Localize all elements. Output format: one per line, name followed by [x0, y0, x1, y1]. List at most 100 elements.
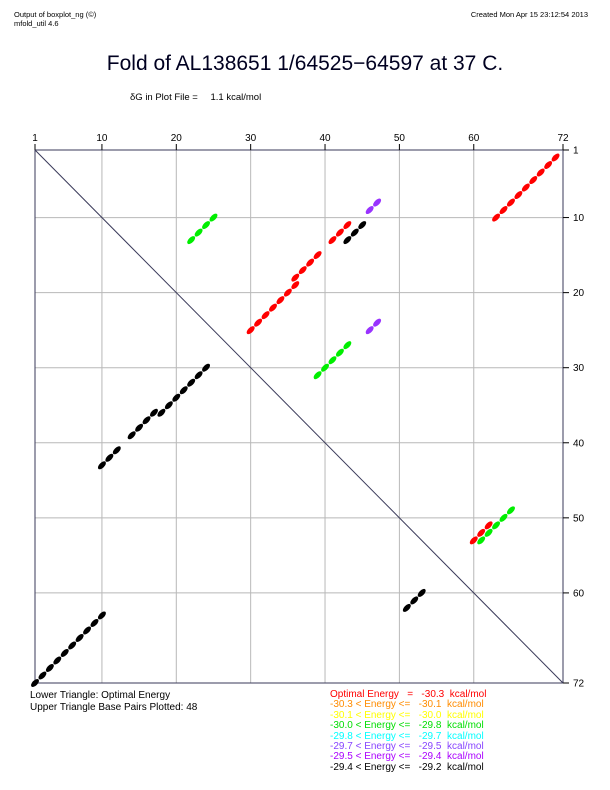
y-tick-label: 1 [573, 146, 579, 157]
base-pair-dot [306, 258, 315, 267]
base-pair-dot [194, 371, 203, 380]
base-pair-dot [365, 326, 374, 335]
base-pair-dot [477, 528, 486, 537]
base-pair-dot [194, 228, 203, 237]
base-pair-dot [127, 431, 136, 440]
base-pair-dot [268, 303, 277, 312]
base-pair-dot [521, 183, 530, 192]
lower-triangle-note: Lower Triangle: Optimal Energy [30, 690, 171, 701]
base-pair-dot [75, 633, 84, 642]
base-pair-dot [343, 221, 352, 230]
delta-g-info: δG in Plot File = 1.1 kcal/mol [130, 92, 271, 103]
diagonal-line [34, 149, 564, 684]
base-pair-dot [172, 393, 181, 402]
base-pair-dot [373, 198, 382, 207]
program-version: mfold_util 4.6 [14, 19, 59, 28]
base-pair-dot [142, 416, 151, 425]
base-pair-dot [157, 408, 166, 417]
base-pair-dot [291, 273, 300, 282]
base-pair-dot [68, 641, 77, 650]
base-pair-dot [45, 664, 54, 672]
base-pair-dot [38, 671, 47, 680]
base-pair-dot [506, 198, 515, 207]
y-tick-label: 72 [573, 679, 585, 690]
base-pair-dot [209, 213, 218, 222]
base-pair-dot [31, 679, 39, 687]
base-pair-dot [506, 506, 515, 515]
base-pair-dot [343, 341, 352, 350]
base-pair-dot [283, 288, 292, 297]
base-pair-dot [321, 363, 330, 372]
base-pair-dot [164, 401, 173, 410]
legend-entry: -30.1 < Energy <= -30.0 kcal/mol [330, 709, 484, 721]
creation-date: Created Mon Apr 15 23:12:54 2013 [470, 10, 588, 19]
legend-entry: Optimal Energy = -30.3 kcal/mol [330, 689, 487, 700]
delta-g-label: δG in Plot File = [130, 92, 198, 103]
base-pair-dot [187, 236, 196, 245]
base-pair-dot [529, 176, 538, 185]
base-pair-dot [499, 513, 508, 522]
base-pair-dot [53, 656, 62, 665]
base-pair-dot [373, 318, 382, 327]
base-pair-dot [335, 348, 344, 357]
legend-entry: -29.8 < Energy <= -29.7 kcal/mol [330, 730, 484, 742]
base-pair-dot [298, 266, 307, 275]
base-pair-dot [276, 296, 285, 305]
base-pair-dot [97, 461, 106, 470]
page-title: Fold of AL138651 1/64525−64597 at 37 C. [106, 52, 504, 75]
x-tick-label: 30 [245, 133, 257, 144]
base-pair-dot [417, 588, 426, 597]
base-pair-dot [246, 326, 255, 335]
base-pair-dot [492, 521, 501, 530]
x-tick-label: 1 [32, 133, 38, 144]
base-pair-dot [328, 356, 337, 365]
y-tick-label: 20 [573, 288, 585, 299]
x-tick-label: 50 [394, 133, 406, 144]
base-pair-dot [254, 318, 263, 327]
base-pair-dot [469, 536, 478, 545]
upper-triangle-note: Upper Triangle Base Pairs Plotted: 48 [30, 702, 198, 713]
x-tick-label: 20 [171, 133, 183, 144]
base-pair-dot [202, 363, 211, 372]
base-pair-dot [313, 371, 322, 380]
base-pair-dot [179, 386, 188, 395]
base-pair-dot [105, 453, 114, 462]
base-pair-dot [544, 161, 553, 169]
y-tick-label: 30 [573, 363, 585, 374]
base-pair-dot [484, 528, 493, 537]
base-pair-dot [97, 611, 106, 620]
base-pair-dot [335, 228, 344, 237]
legend-entry: -29.7 < Energy <= -29.5 kcal/mol [330, 741, 484, 753]
base-pair-dot [60, 648, 69, 657]
x-tick-label: 60 [468, 133, 480, 144]
base-pair-dot [261, 311, 270, 320]
base-pair-dot [187, 378, 196, 387]
base-pair-dot [313, 251, 322, 260]
legend-entry: -29.4 < Energy <= -29.2 kcal/mol [330, 761, 484, 773]
base-pair-dot [90, 618, 99, 627]
base-pair-dot [343, 236, 352, 245]
base-pair-dot [358, 221, 367, 230]
base-pair-dot [150, 408, 158, 417]
base-pair-dot [365, 206, 374, 215]
delta-g-value: 1.1 kcal/mol [210, 92, 262, 103]
base-pair-dot [135, 423, 144, 432]
base-pair-dot [536, 168, 545, 177]
legend-entry: -30.3 < Energy <= -30.1 kcal/mol [330, 699, 484, 711]
base-pair-dot [484, 521, 493, 530]
base-pair-dot [514, 191, 523, 200]
base-pair-dot [112, 446, 121, 455]
program-info: Output of boxplot_ng (©) mfold_util 4.6 [14, 10, 96, 28]
energy-legend: Optimal Energy = -30.3 kcal/mol -30.3 < E… [330, 689, 487, 773]
base-pair-dot [551, 153, 560, 162]
footer-info: Lower Triangle: Optimal Energy Upper Tri… [30, 690, 197, 714]
base-pair-dot [291, 281, 300, 290]
base-pair-dot [499, 206, 508, 215]
plot-frame [34, 149, 564, 684]
x-tick-label: 40 [319, 133, 331, 144]
base-pair-dot [202, 221, 211, 230]
base-pair-dot [492, 213, 501, 222]
legend-entry: -30.0 < Energy <= -29.8 kcal/mol [330, 720, 484, 732]
x-tick-label: 10 [96, 133, 108, 144]
